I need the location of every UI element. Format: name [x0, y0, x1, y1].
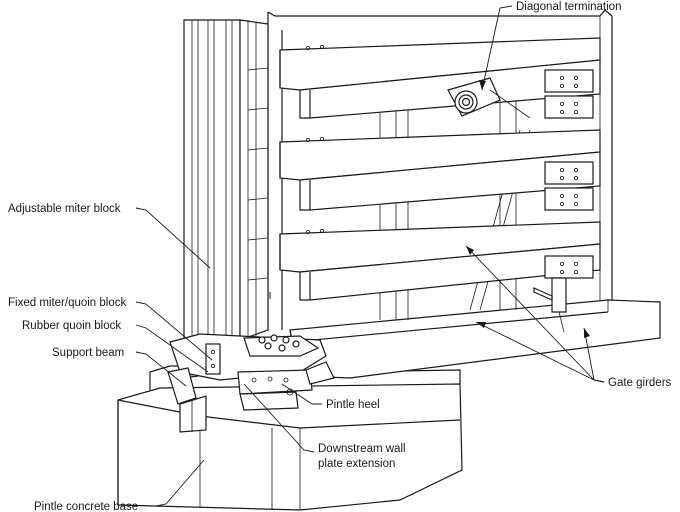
label-diagonal-termination: Diagonal termination [516, 1, 621, 13]
label-downstream-wall-2: plate extension [318, 458, 395, 470]
diagonal-termination-pin [447, 77, 531, 119]
label-support-beam: Support beam [52, 347, 124, 359]
label-fixed-miter-quoin-block: Fixed miter/quoin block [8, 297, 126, 309]
splice-plates [533, 69, 594, 333]
gate-girder-middle [279, 129, 601, 211]
sill-plate [289, 299, 661, 379]
label-adjustable-miter-block: Adjustable miter block [8, 203, 121, 215]
label-pintle-concrete-base: Pintle concrete base [34, 501, 138, 512]
gate-girder-lower [279, 221, 601, 301]
label-rubber-quoin-block: Rubber quoin block [22, 320, 121, 332]
quoin-post [183, 19, 269, 379]
leader-lines [135, 5, 605, 507]
label-gate-girders: Gate girders [608, 377, 672, 389]
leader-arrowheads [466, 80, 590, 338]
pintle-assembly [167, 333, 335, 433]
label-pintle-heel: Pintle heel [326, 399, 380, 411]
girder-bolts [305, 45, 324, 234]
label-downstream-wall-1: Downstream wall [318, 443, 406, 455]
